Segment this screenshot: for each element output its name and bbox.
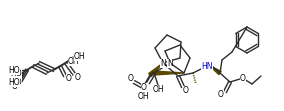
Text: OH: OH (152, 84, 164, 93)
Text: OH: OH (74, 52, 85, 60)
Text: OH: OH (68, 56, 80, 65)
Text: O: O (75, 72, 81, 81)
Polygon shape (149, 63, 163, 76)
Text: HO: HO (8, 77, 20, 86)
Text: N: N (167, 58, 173, 67)
Polygon shape (210, 66, 221, 75)
Text: HO: HO (10, 77, 22, 86)
Text: HO: HO (10, 68, 22, 77)
Text: O: O (12, 81, 18, 90)
Text: O: O (128, 73, 134, 82)
Text: O: O (13, 81, 19, 90)
Text: OH: OH (137, 91, 149, 100)
Text: O: O (183, 85, 189, 94)
Text: HN: HN (201, 61, 213, 70)
Text: N: N (160, 58, 166, 67)
Polygon shape (154, 71, 184, 75)
Text: O: O (66, 73, 72, 82)
Text: O: O (218, 89, 224, 98)
Text: O: O (240, 73, 246, 82)
Text: O: O (141, 82, 147, 91)
Text: HO: HO (8, 65, 20, 74)
